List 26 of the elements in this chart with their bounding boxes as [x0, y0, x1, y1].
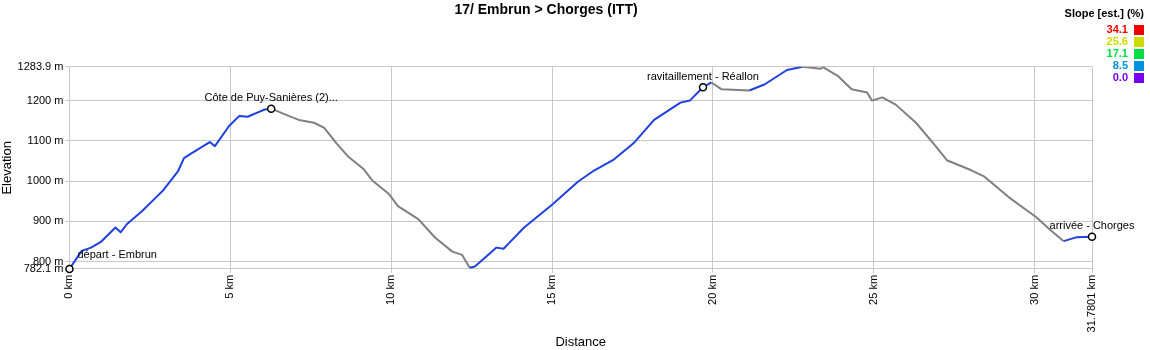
- color-bar-label: 17.1: [1106, 47, 1128, 60]
- color-bar-label: 0.0: [1112, 71, 1128, 84]
- x-tick-label: 10 km: [384, 274, 397, 305]
- color-bar-label: 34.1: [1106, 23, 1128, 36]
- x-tick-label: 20 km: [706, 274, 718, 305]
- chart-title: 17/ Embrun > Chorges (ITT): [454, 1, 638, 18]
- color-bar-label: 25.6: [1106, 35, 1128, 48]
- x-axis-title: Distance: [555, 333, 607, 349]
- y-tick-label: 1100 m: [27, 133, 64, 146]
- x-tick-label: 31.7801 km: [1085, 274, 1098, 333]
- x-tick-label: 30 km: [1027, 274, 1040, 305]
- x-tick-label: 25 km: [866, 274, 879, 305]
- annotation: arrivée - Chorges: [1049, 219, 1135, 232]
- color-bar-label: 8.5: [1112, 59, 1128, 72]
- y-tick-label: 1200 m: [26, 93, 64, 106]
- x-tick-label: 0 km: [62, 274, 75, 299]
- x-tick-label: 5 km: [223, 274, 236, 299]
- annotation: ravitaillement - Réallon: [647, 69, 759, 82]
- annotation: départ - Embrun: [77, 248, 157, 261]
- y-tick-label: 1000 m: [26, 174, 64, 187]
- y-tick-label: 900 m: [32, 214, 64, 227]
- y-axis-title: Elevation: [0, 141, 15, 195]
- color-bar-title: Slope [est.] (%): [1064, 7, 1145, 20]
- annotation: Côte de Puy-Sanières (2)...: [204, 91, 338, 104]
- x-tick-label: 15 km: [545, 274, 558, 305]
- y-tick-label: 1283.9 m: [17, 59, 64, 72]
